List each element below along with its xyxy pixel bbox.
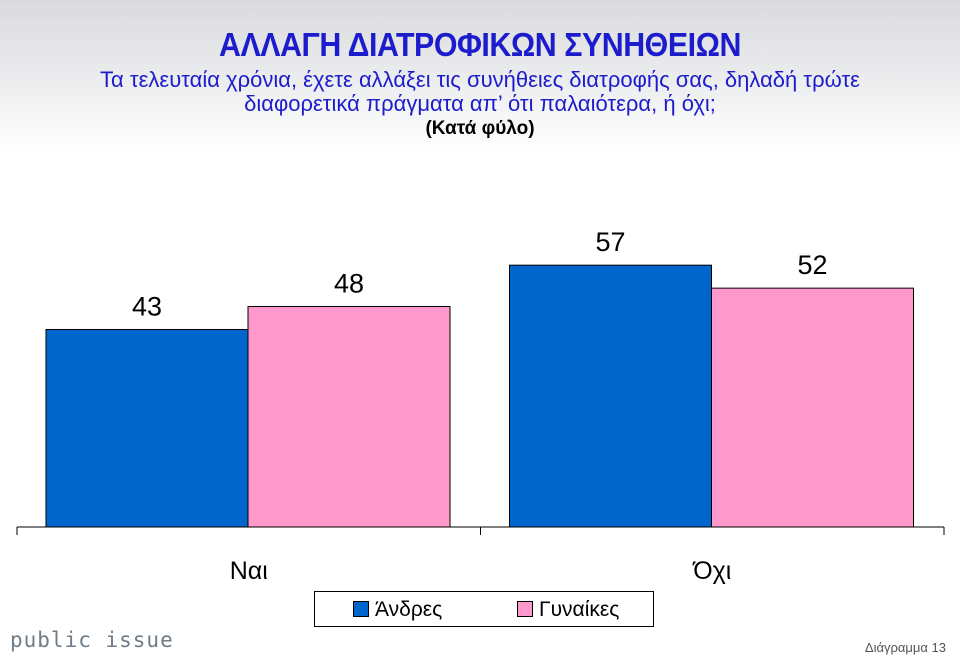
legend-swatch-men	[353, 601, 369, 617]
bar-chart: 43 48 Ναι 57 52 Όχι	[16, 227, 945, 585]
data-label: 43	[132, 291, 162, 321]
slide-number: Διάγραμμα 13	[864, 640, 946, 655]
header-band	[0, 0, 960, 150]
chart-title: ΑΛΛΑΓΗ ΔΙΑΤΡΟΦΙΚΩΝ ΣΥΝΗΘΕΙΩΝ	[219, 26, 741, 63]
legend-swatch-women	[517, 601, 533, 617]
question-text: Τα τελευταία χρόνια, έχετε αλλάξει τις σ…	[40, 68, 920, 116]
bar-women-0	[247, 306, 451, 528]
data-label: 57	[595, 227, 625, 257]
legend: Άνδρες Γυναίκες	[314, 591, 654, 627]
question-line-2: διαφορετικά πράγματα απ’ ότι παλαιότερα,…	[244, 91, 716, 116]
data-label: 48	[334, 269, 364, 299]
breakdown-note: (Κατά φύλο)	[425, 118, 535, 139]
legend-label-men: Άνδρες	[375, 598, 443, 621]
data-label: 52	[797, 250, 827, 280]
brand-logo-text: public issue	[10, 628, 174, 652]
legend-label-women: Γυναίκες	[539, 598, 620, 621]
bar-men-0	[45, 328, 249, 528]
category-label: Όχι	[692, 557, 731, 585]
bar-men-1	[509, 264, 712, 528]
question-line-1: Τα τελευταία χρόνια, έχετε αλλάξει τις σ…	[100, 67, 860, 92]
bar-women-1	[711, 287, 914, 528]
category-label: Ναι	[230, 557, 268, 585]
